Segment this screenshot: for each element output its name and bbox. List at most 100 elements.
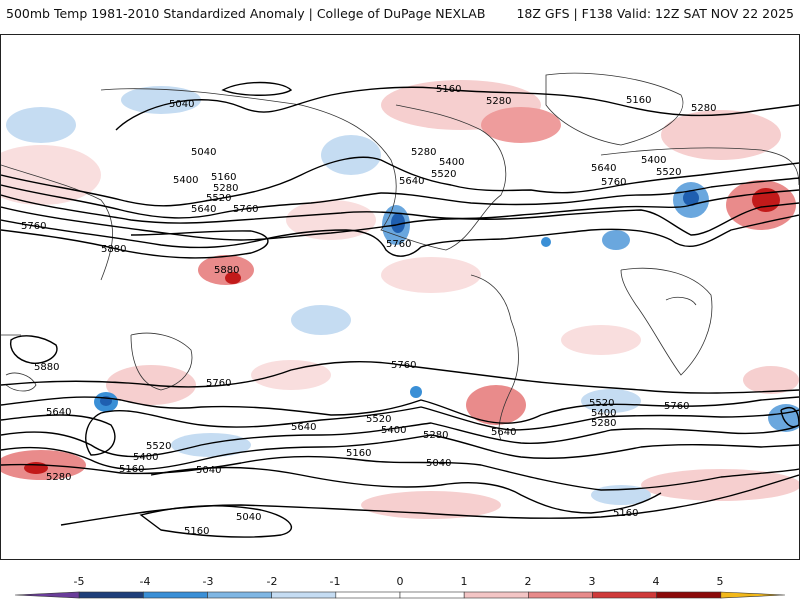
- coastline: [1, 164, 113, 281]
- colorbar-tick: 1: [460, 575, 468, 588]
- contour-label-5640: 5640: [291, 422, 316, 433]
- contour-label-5400: 5400: [173, 175, 198, 186]
- warm-anomaly-patch: [381, 257, 481, 293]
- coastline-layer: [1, 72, 799, 441]
- contour-5040-south: [150, 466, 662, 514]
- model-valid-time: 18Z GFS | F138 Valid: 12Z SAT NOV 22 202…: [516, 6, 794, 21]
- contour-label-5400: 5400: [133, 452, 158, 463]
- cold-anomaly-patch: [171, 433, 251, 457]
- contour-label-5400: 5400: [591, 408, 616, 419]
- contour-label-5760: 5760: [386, 239, 411, 250]
- contour-label-5040: 5040: [236, 512, 261, 523]
- colorbar-tick: 0: [396, 575, 404, 588]
- contour-label-5040: 5040: [191, 147, 216, 158]
- warm-anomaly-patch: [361, 491, 501, 519]
- colorbar-svg: [14, 591, 786, 599]
- contour-label-5160: 5160: [436, 84, 461, 95]
- contour-label-5160: 5160: [626, 95, 651, 106]
- contour-label-layer: 5040 5160 5280 5160 5280 5040 5280 5400 …: [21, 84, 716, 537]
- contour-label-5760: 5760: [601, 177, 626, 188]
- contour-label-5160: 5160: [119, 464, 144, 475]
- colorbar-segment: [399, 591, 465, 599]
- colorbar-segment: [592, 591, 657, 599]
- colorbar-tick: 2: [524, 575, 532, 588]
- cold-anomaly-patch: [410, 386, 422, 398]
- contour-ridge-east: [780, 407, 799, 428]
- cold-anomaly-patch: [391, 213, 405, 233]
- contour-label-5520: 5520: [589, 398, 614, 409]
- contour-label-5640: 5640: [399, 176, 424, 187]
- cold-anomaly-patch: [121, 86, 201, 114]
- coastline: [545, 72, 684, 146]
- colorbar-segment: [14, 591, 80, 599]
- contour-5400: [1, 177, 799, 219]
- warm-anomaly-patch: [251, 360, 331, 390]
- contour-5520: [1, 189, 799, 224]
- coastline: [130, 332, 193, 391]
- contour-label-5280: 5280: [591, 418, 616, 429]
- contour-5160: [115, 86, 799, 131]
- map-title: 500mb Temp 1981-2010 Standardized Anomal…: [6, 6, 486, 21]
- warm-anomaly-patch: [466, 385, 526, 425]
- coastline: [665, 296, 697, 306]
- colorbar-tick: -5: [73, 575, 85, 588]
- contour-label-5280: 5280: [213, 183, 238, 194]
- colorbar-tick: -1: [329, 575, 341, 588]
- warm-anomaly-patch: [561, 325, 641, 355]
- colorbar-segment: [528, 591, 593, 599]
- colorbar-tick: -2: [266, 575, 278, 588]
- colorbar-segment: [335, 591, 401, 599]
- colorbar-tick: 3: [588, 575, 596, 588]
- contour-5760-south: [1, 361, 799, 394]
- contour-5520-south: [1, 406, 799, 456]
- contour-label-5040: 5040: [169, 99, 194, 110]
- contour-label-5280: 5280: [486, 96, 511, 107]
- colorbar-tick: -3: [202, 575, 214, 588]
- contour-label-5520: 5520: [206, 193, 231, 204]
- warm-anomaly-patch: [743, 366, 799, 394]
- colorbar-tick: -4: [139, 575, 151, 588]
- contour-label-5160: 5160: [613, 508, 638, 519]
- contour-5040-closed: [221, 81, 293, 96]
- warm-anomaly-patch: [661, 110, 781, 160]
- contour-5040-closed-south: [139, 505, 293, 538]
- contour-label-5400: 5400: [439, 157, 464, 168]
- coastline: [620, 267, 713, 376]
- contour-label-5280: 5280: [46, 472, 71, 483]
- warm-anomaly-patch: [641, 469, 799, 501]
- contour-label-5520: 5520: [146, 441, 171, 452]
- contour-label-5760: 5760: [664, 401, 689, 412]
- cold-anomaly-patch: [602, 230, 630, 250]
- colorbar-segment: [207, 591, 272, 599]
- contour-label-5640: 5640: [46, 407, 71, 418]
- colorbar-segment: [143, 591, 208, 599]
- contour-5280-south: [1, 434, 799, 471]
- height-contour-layer: [1, 81, 799, 538]
- anomaly-map: 5040 5160 5280 5160 5280 5040 5280 5400 …: [1, 72, 799, 538]
- coastline: [100, 88, 507, 251]
- contour-label-5760: 5760: [233, 204, 258, 215]
- coastline: [5, 372, 37, 392]
- coastline: [470, 274, 519, 441]
- contour-label-5280: 5280: [411, 147, 436, 158]
- warm-anomaly-patch: [225, 272, 241, 284]
- anomaly-colorbar: [0, 570, 800, 600]
- contour-label-5760: 5760: [206, 378, 231, 389]
- colorbar-segment: [656, 591, 722, 599]
- contour-label-5760: 5760: [391, 360, 416, 371]
- colorbar-segment: [78, 591, 144, 599]
- contour-label-5400: 5400: [641, 155, 666, 166]
- cold-anomaly-patch: [581, 389, 641, 413]
- map-panel[interactable]: 5040 5160 5280 5160 5280 5040 5280 5400 …: [0, 34, 800, 560]
- contour-label-5880: 5880: [34, 362, 59, 373]
- contour-label-5280: 5280: [691, 103, 716, 114]
- contour-5640-south: [1, 396, 799, 424]
- colorbar-segment: [271, 591, 337, 599]
- cold-anomaly-patch: [321, 135, 381, 175]
- contour-label-5160: 5160: [346, 448, 371, 459]
- contour-5880-closed: [9, 335, 58, 364]
- contour-label-5400: 5400: [381, 425, 406, 436]
- warm-anomaly-layer: [1, 80, 799, 519]
- contour-label-5880: 5880: [101, 244, 126, 255]
- contour-label-5640: 5640: [191, 204, 216, 215]
